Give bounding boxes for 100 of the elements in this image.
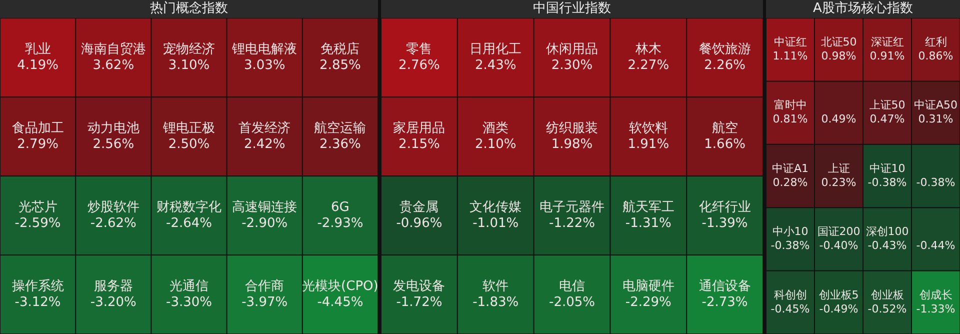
category-label: 红利 <box>924 35 947 48</box>
category-label: 航空运输 <box>314 120 366 136</box>
category-label: 中证A1 <box>772 162 809 175</box>
category-label: 航空 <box>712 120 738 136</box>
data-label: 2.50% <box>168 136 210 152</box>
data-label: 2.26% <box>704 58 746 73</box>
category-label: 电信 <box>559 278 585 294</box>
data-label: 1.91% <box>628 136 670 152</box>
data-label: 2.56% <box>92 136 134 152</box>
data-label: 2.15% <box>398 136 440 152</box>
category-label: 光模块(CPO) <box>302 278 378 294</box>
category-label: 富时中 <box>774 98 807 112</box>
data-label: -3.97% <box>242 294 288 310</box>
category-label: 纺织服装 <box>546 120 598 136</box>
category-label: 北证50 <box>820 35 857 48</box>
data-label: 1.66% <box>704 136 746 152</box>
data-label: -0.96% <box>396 216 442 231</box>
category-label: 零售 <box>406 42 432 57</box>
category-label: 操作系统 <box>12 278 64 294</box>
category-label: 锂电电解液 <box>231 42 298 57</box>
category-label: 锂电正极 <box>162 120 215 136</box>
category-label: 合作商 <box>245 278 284 294</box>
data-label: -4.45% <box>317 294 364 310</box>
data-label: -0.52% <box>868 302 907 316</box>
data-label: 2.76% <box>398 58 440 73</box>
category-label: 酒类 <box>482 120 509 136</box>
data-label: 2.79% <box>17 136 58 152</box>
data-label: 2.30% <box>551 58 593 73</box>
data-label: 0.91% <box>870 49 905 62</box>
category-label: 科创创 <box>774 288 807 302</box>
category-label: 航天军工 <box>622 200 674 215</box>
data-label: 3.62% <box>92 58 134 73</box>
data-label: -1.22% <box>549 216 595 231</box>
data-label: 2.36% <box>320 136 361 152</box>
category-label: 财税数字化 <box>156 198 222 215</box>
category-label: 高速铜连接 <box>232 198 298 215</box>
category-label: 宠物经济 <box>163 42 215 57</box>
data-label: -1.83% <box>472 294 519 310</box>
data-label: 2.42% <box>244 136 286 152</box>
category-label: 光芯片 <box>18 200 58 215</box>
data-label: -2.59% <box>14 216 61 231</box>
data-label: 0.49% <box>821 112 856 126</box>
category-label: 中证红 <box>774 35 807 48</box>
category-label: 餐饮旅游 <box>698 42 751 57</box>
category-label: 免税店 <box>320 40 360 57</box>
category-label: 6G <box>331 200 350 215</box>
data-label: -3.30% <box>166 294 212 310</box>
data-label: -3.12% <box>14 294 61 310</box>
data-label: -1.39% <box>702 216 748 231</box>
category-label: 海南自贸港 <box>80 42 146 57</box>
category-label: 中小10 <box>772 225 808 238</box>
data-label: 0.81% <box>772 112 808 126</box>
data-label: 2.27% <box>628 58 670 73</box>
data-label: -2.05% <box>549 294 595 310</box>
data-label: -0.45% <box>770 302 810 316</box>
category-label: 上证50 <box>869 98 906 112</box>
category-label: 光通信 <box>170 278 208 294</box>
data-label: 3.10% <box>168 58 210 73</box>
data-label: -1.31% <box>625 216 672 231</box>
category-label: 电脑硬件 <box>622 278 674 294</box>
data-label: 0.47% <box>870 112 905 126</box>
category-label: 家居用品 <box>393 120 446 136</box>
category-label: 深创100 <box>866 225 909 238</box>
category-label: 发电设备 <box>393 278 446 294</box>
data-label: -2.90% <box>242 216 288 231</box>
data-label: -0.43% <box>868 239 907 252</box>
data-label: 0.23% <box>821 176 856 189</box>
category-label: 软饮料 <box>628 120 668 136</box>
category-label: 首发经济 <box>238 120 291 136</box>
data-label: -2.64% <box>166 216 212 231</box>
category-label: 日用化工 <box>470 42 522 57</box>
data-label: -2.29% <box>625 294 672 310</box>
data-label: -0.44% <box>916 239 956 252</box>
category-label: 中证A50 <box>914 98 958 112</box>
data-label: -0.40% <box>819 239 858 252</box>
data-label: -0.38% <box>770 239 810 252</box>
category-label: 文化传媒 <box>470 200 522 215</box>
category-label: 中证10 <box>869 162 906 175</box>
category-label: 通信设备 <box>698 278 751 294</box>
category-label: 林木 <box>634 42 662 57</box>
data-label: -2.93% <box>317 216 364 231</box>
category-label: 食品加工 <box>12 120 64 136</box>
data-label: 0.98% <box>821 49 856 62</box>
data-label: -1.01% <box>472 216 519 231</box>
data-label: -0.49% <box>819 302 858 316</box>
category-label: 化纤行业 <box>698 200 751 215</box>
category-label: 贵金属 <box>400 200 439 215</box>
data-label: 0.31% <box>918 112 954 126</box>
category-label: 创业板5 <box>818 288 859 302</box>
data-label: 1.11% <box>772 49 808 62</box>
category-label: 服务器 <box>94 278 133 294</box>
data-label: -0.38% <box>868 176 907 189</box>
data-label: -1.72% <box>396 294 442 310</box>
category-label: 炒股软件 <box>87 200 140 215</box>
data-label: 3.03% <box>244 58 286 73</box>
data-label: 2.10% <box>474 136 516 152</box>
data-label: 2.85% <box>320 58 361 73</box>
category-label: 上证 <box>828 162 850 175</box>
category-label: 电子元器件 <box>540 200 604 215</box>
category-label: 国证200 <box>817 225 860 238</box>
